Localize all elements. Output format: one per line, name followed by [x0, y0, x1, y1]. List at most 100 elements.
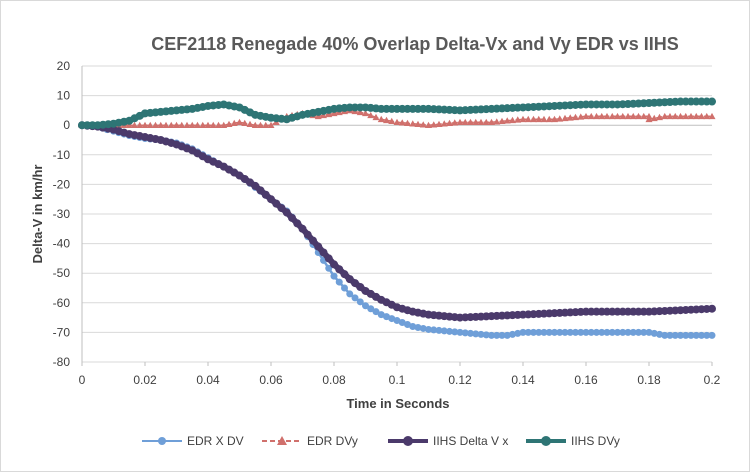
data-point	[362, 109, 369, 117]
y-tick-label: -50	[53, 266, 71, 280]
data-point	[645, 115, 653, 123]
data-point	[666, 112, 674, 120]
data-point	[598, 328, 606, 336]
data-point	[598, 112, 606, 120]
data-point	[540, 115, 548, 123]
data-point	[435, 326, 443, 334]
data-point	[246, 120, 254, 128]
data-point	[451, 328, 459, 336]
data-point	[367, 111, 375, 119]
y-tick-label: 0	[63, 118, 70, 132]
series-line	[79, 122, 715, 321]
x-tick-label: 0.18	[637, 373, 661, 387]
data-point	[498, 331, 506, 339]
data-point	[330, 260, 338, 269]
data-point	[230, 119, 238, 127]
data-point	[472, 118, 480, 126]
data-point	[272, 199, 281, 208]
data-point	[656, 330, 663, 338]
data-point	[262, 121, 270, 128]
data-point	[419, 121, 427, 128]
data-point	[698, 331, 705, 339]
x-tick-label: 0.02	[133, 373, 157, 387]
data-point	[257, 121, 264, 128]
data-point	[404, 119, 411, 127]
data-point	[640, 328, 648, 336]
data-point	[209, 121, 217, 128]
data-point	[509, 330, 516, 338]
data-point	[629, 112, 637, 120]
data-point	[282, 208, 291, 217]
data-point	[277, 204, 286, 213]
data-point	[356, 298, 364, 306]
data-point	[446, 327, 453, 335]
data-point	[362, 302, 369, 310]
series-layer	[78, 97, 716, 339]
data-point	[666, 331, 674, 339]
data-point	[708, 304, 716, 313]
data-point	[456, 118, 464, 126]
legend-label: IIHS DVy	[571, 434, 620, 448]
data-point	[324, 254, 333, 263]
grid-lines	[81, 65, 713, 366]
data-point	[530, 328, 537, 336]
x-tick-label: 0.08	[322, 373, 346, 387]
y-tick-label: 10	[57, 89, 71, 103]
data-point	[204, 121, 212, 128]
data-point	[682, 331, 690, 339]
data-point	[608, 328, 616, 336]
data-point	[467, 118, 474, 126]
data-point	[320, 111, 327, 119]
data-point	[398, 119, 406, 126]
data-point	[671, 112, 679, 120]
legend-marker	[541, 436, 551, 446]
data-point	[451, 119, 459, 126]
x-tick-label: 0.16	[574, 373, 598, 387]
data-point	[288, 213, 296, 222]
data-point	[125, 121, 133, 128]
data-point	[440, 120, 448, 127]
data-point	[703, 112, 711, 120]
data-point	[703, 331, 711, 339]
data-point	[556, 328, 564, 336]
data-point	[183, 121, 191, 128]
data-point	[440, 327, 448, 335]
data-point	[419, 324, 427, 332]
data-point	[256, 186, 265, 195]
data-point	[493, 118, 501, 125]
data-point	[477, 330, 485, 338]
data-point	[614, 328, 621, 336]
y-axis-title: Delta-V in km/hr	[30, 165, 45, 264]
legend-item: IIHS Delta V x	[388, 434, 508, 448]
data-point	[236, 118, 243, 126]
data-point	[173, 121, 180, 128]
data-point	[267, 195, 275, 204]
data-point	[572, 113, 579, 121]
y-tick-labels: 20 10 0 -10 -20 -30 -40 -50 -60 -70 -80	[53, 59, 71, 369]
legend-marker	[277, 436, 287, 445]
data-point	[488, 331, 495, 339]
data-point	[152, 121, 159, 128]
data-point	[167, 121, 175, 128]
y-tick-label: 20	[57, 59, 71, 73]
data-point	[215, 121, 222, 128]
data-point	[404, 321, 411, 329]
data-point	[330, 272, 338, 280]
data-point	[708, 112, 716, 120]
y-tick-label: -10	[53, 148, 71, 162]
data-point	[635, 328, 642, 336]
data-point	[503, 331, 511, 339]
data-point	[608, 112, 616, 120]
data-point	[661, 331, 669, 339]
data-point	[577, 328, 585, 336]
data-point	[587, 328, 595, 336]
data-point	[388, 117, 396, 125]
data-point	[251, 181, 260, 190]
x-tick-label: 0.14	[511, 373, 535, 387]
data-point	[692, 112, 700, 120]
data-point	[566, 114, 574, 121]
data-point	[194, 121, 201, 128]
data-point	[446, 119, 453, 127]
